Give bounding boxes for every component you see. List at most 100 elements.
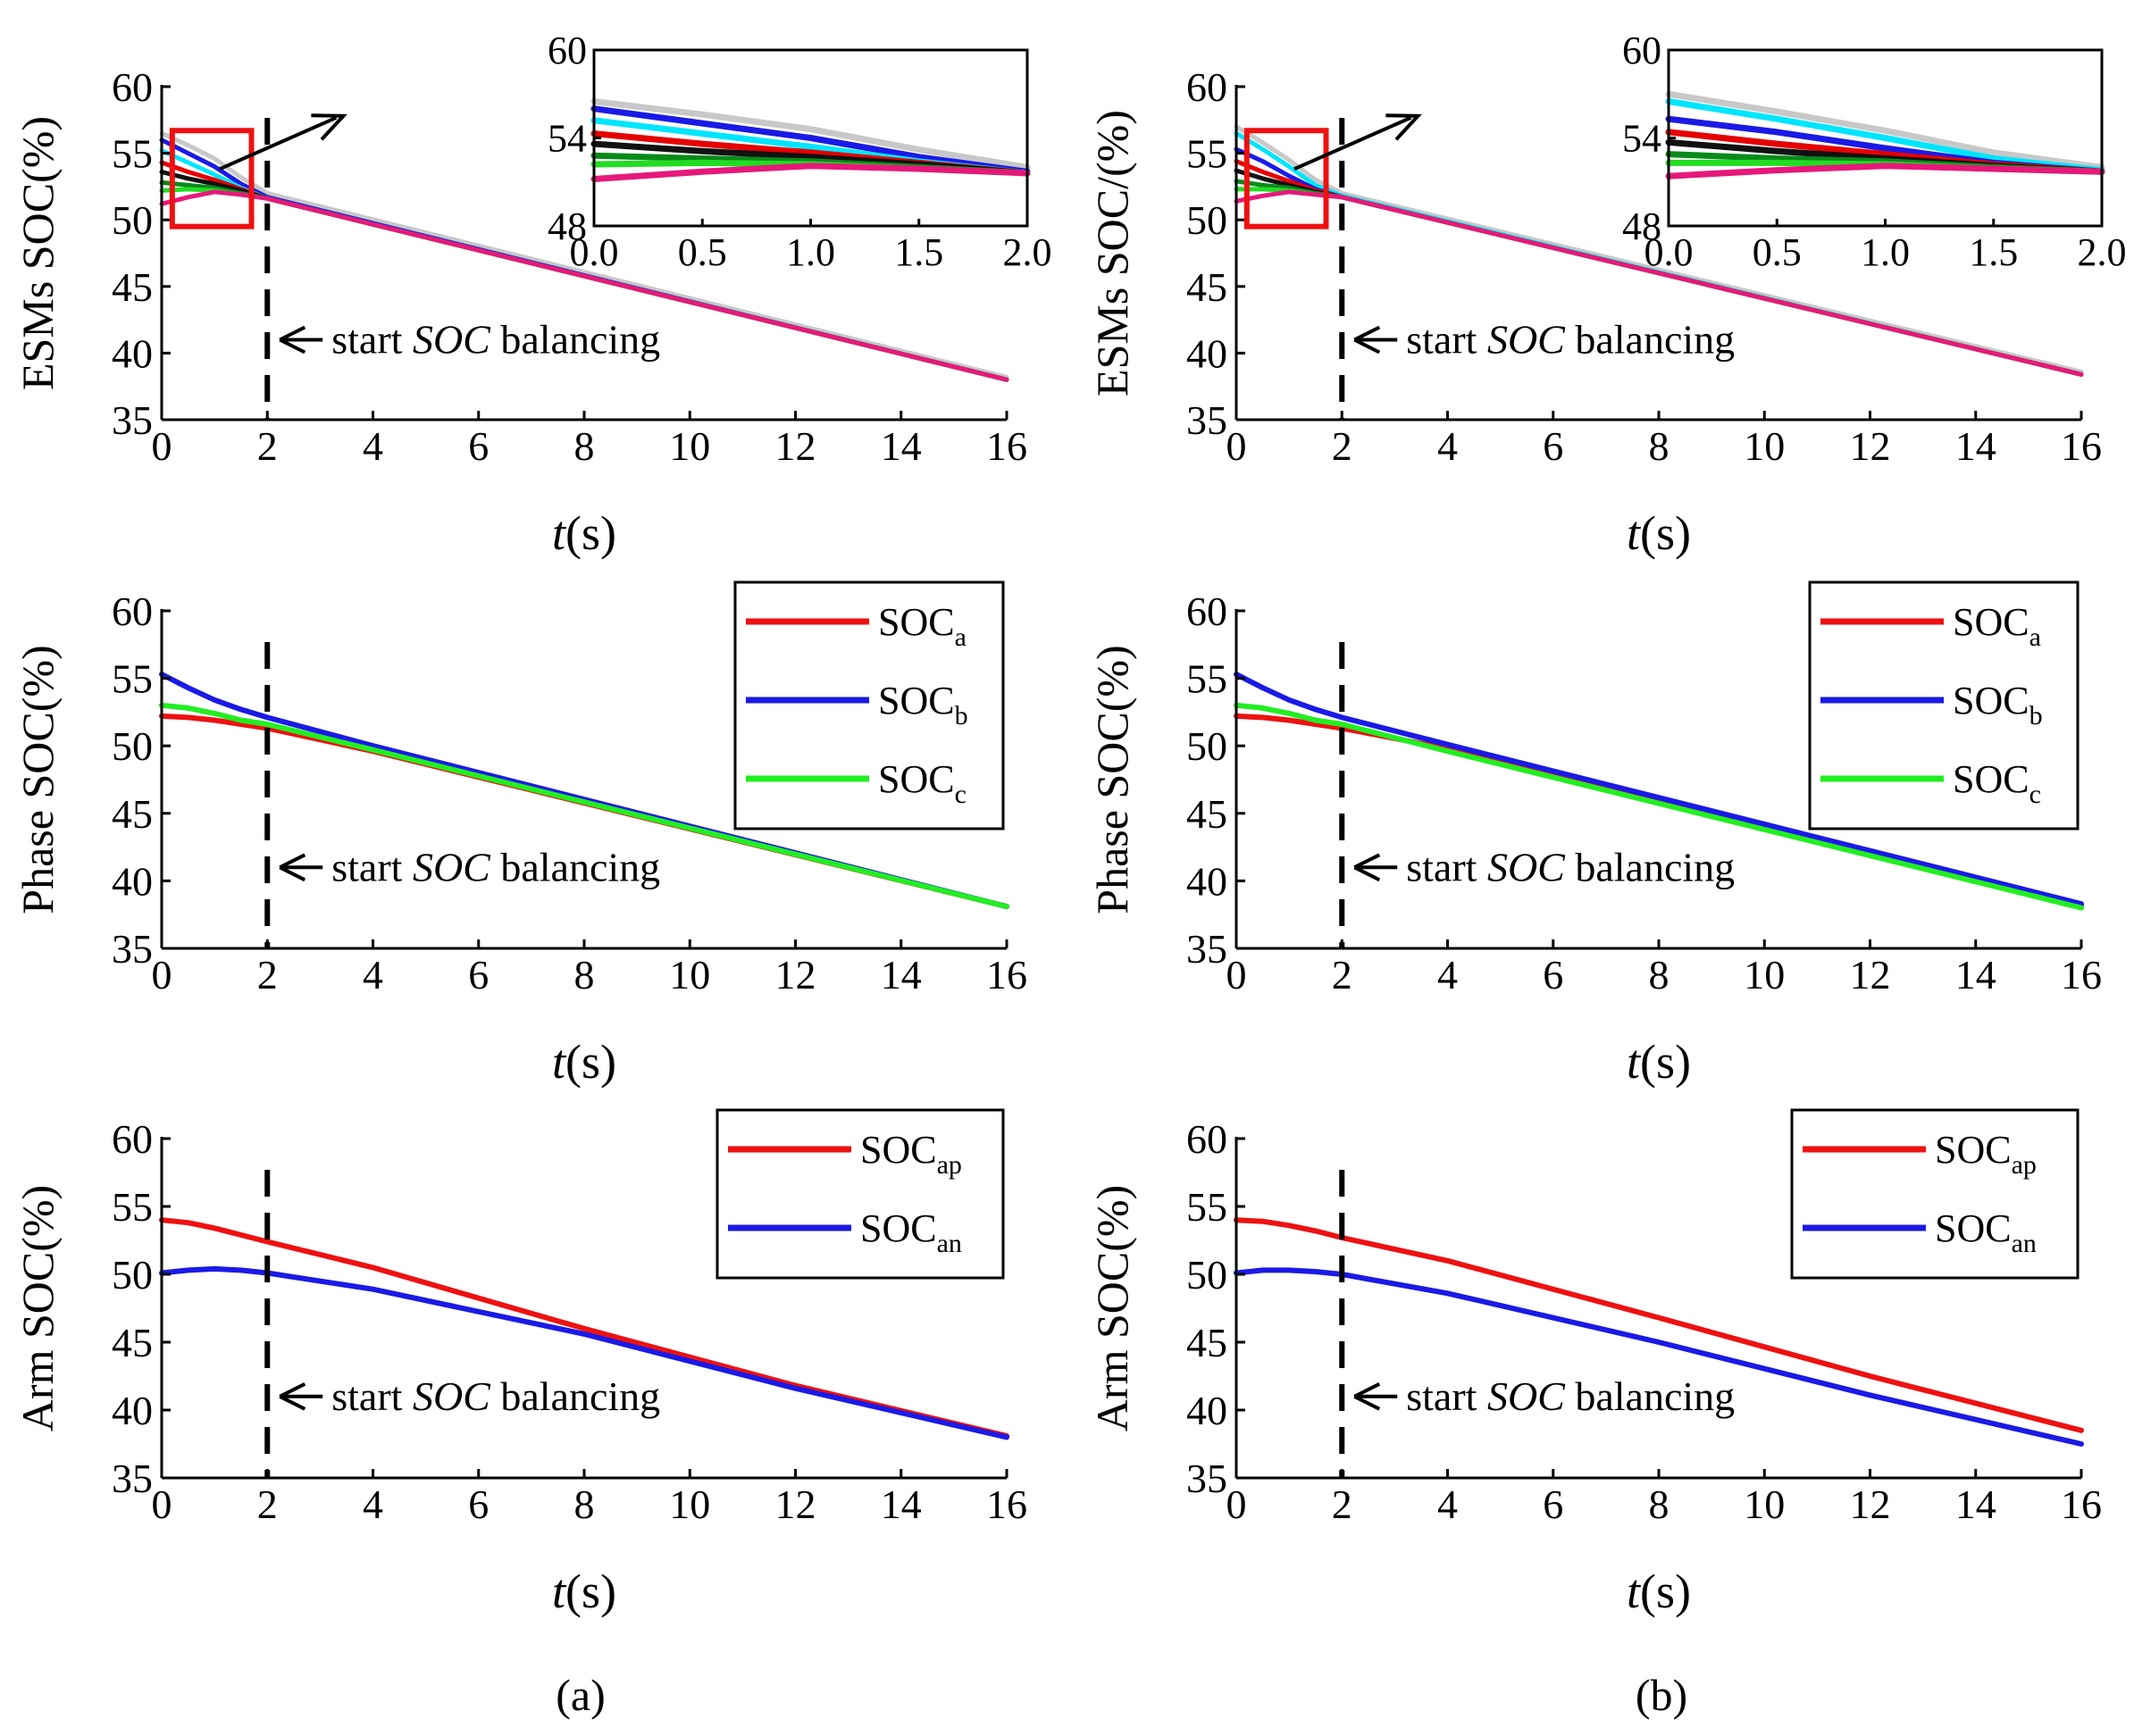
y-tick-label-a1-2: 45 [112, 264, 153, 310]
chart-a1: 0 2 4 6 8 10 12 14 16 35 40 45 50 55 60 ESMs SOC(%) t(s)… [13, 29, 1052, 560]
inset-x-tick-label-b1-2: 1.0 [1861, 230, 1910, 274]
x-tick-label-b3-6: 12 [1850, 1481, 1891, 1527]
x-tick-label-a1-8: 16 [986, 423, 1027, 469]
x-tick-label-b3-2: 4 [1437, 1481, 1458, 1527]
x-tick-label-a3-8: 16 [986, 1481, 1027, 1527]
x-tick-label-a3-2: 4 [363, 1481, 383, 1527]
legend-label-b2-1: SOCb [1953, 679, 2043, 730]
x-tick-label-b2-7: 14 [1955, 952, 1996, 997]
annotation-prefix-b3: start [1406, 1373, 1487, 1419]
chart-b1: 0 2 4 6 8 10 12 14 16 35 40 45 50 55 60 ESMs SOC/(%) t(s… [1087, 29, 2127, 560]
y-tick-label-a2-0: 35 [112, 926, 153, 972]
y-tick-label-a2-4: 55 [112, 656, 153, 702]
x-tick-label-a3-4: 8 [574, 1481, 595, 1527]
chart-b2: 0 2 4 6 8 10 12 14 16 35 40 45 50 55 60 Phase SOC(%) t(s… [1087, 580, 2102, 1089]
y-axis-label-b2: Phase SOC(%) [1087, 645, 1137, 914]
annotation-arrow-head-b2 [1353, 853, 1381, 882]
x-tick-label-b3-4: 8 [1649, 1481, 1670, 1527]
x-axis-label-rest-a3: (s) [565, 1565, 616, 1618]
x-tick-label-a2-7: 14 [881, 952, 922, 997]
series-line-a3-0 [159, 1217, 1009, 1439]
zoom-box-a1 [169, 128, 255, 230]
x-axis-label-rest-b1: (s) [1640, 506, 1691, 560]
annotation-italic-a1: SOC [413, 316, 491, 362]
y-tick-label-b1-0: 35 [1186, 397, 1227, 443]
x-tick-label-b1-6: 12 [1850, 423, 1891, 469]
y-tick-label-b3-0: 35 [1186, 1456, 1227, 1501]
annotation-suffix-b1: balancing [1565, 316, 1735, 362]
annotation-suffix-b2: balancing [1565, 844, 1735, 889]
inset-x-tick-label-b1-4: 2.0 [2078, 230, 2127, 274]
legend-label-a3-0: SOCap [860, 1128, 962, 1180]
legend-label-main-a2-1: SOC [878, 679, 955, 722]
legend-label-main-a2-0: SOC [878, 600, 955, 644]
annotation-suffix-b3: balancing [1565, 1373, 1735, 1419]
annotation-arrow-head-a1 [279, 325, 306, 355]
series-line-a1-7 [159, 189, 1009, 382]
inset-x-tick-label-b1-3: 1.5 [1969, 230, 2018, 274]
inset-x-tick-label-a1-2: 1.0 [786, 230, 835, 274]
y-tick-label-a1-5: 60 [112, 64, 153, 110]
legend-label-sub-a2-1: b [955, 701, 968, 730]
annotation-text-a2: start SOC balancing [331, 844, 660, 889]
legend-label-sub-b2-2: c [2029, 780, 2041, 809]
series-line-b2-1 [1234, 672, 2084, 907]
y-tick-label-a3-2: 45 [112, 1320, 153, 1365]
annotation-arrow-head-b1 [1353, 325, 1381, 355]
x-tick-label-a1-1: 2 [257, 423, 278, 469]
inset-y-tick-label-b1-0: 48 [1622, 204, 1661, 248]
y-tick-label-a2-3: 50 [112, 723, 153, 769]
zoom-arrow-head-b1 [1385, 113, 1422, 141]
x-axis-label-a2: t(s) [552, 1035, 616, 1089]
legend-frame-b3 [1790, 1108, 2080, 1280]
annotation-italic-a2: SOC [413, 844, 491, 889]
legend-label-main-b3-1: SOC [1935, 1206, 2012, 1250]
inset-b1: 0.0 0.5 1.0 1.5 2.0 48 54 60 [1622, 29, 2127, 274]
x-tick-label-b1-4: 8 [1649, 423, 1670, 469]
legend-label-sub-b2-1: b [2029, 701, 2043, 730]
y-tick-label-b3-3: 50 [1186, 1252, 1227, 1298]
x-axis-label-rest-a2: (s) [565, 1035, 616, 1089]
inset-x-tick-label-a1-0: 0.0 [570, 230, 619, 274]
x-tick-label-b2-0: 0 [1226, 952, 1247, 997]
y-tick-label-a1-4: 55 [112, 131, 153, 177]
annotation-prefix-a1: start [331, 316, 413, 362]
x-axis-label-rest-b2: (s) [1640, 1035, 1691, 1089]
x-tick-label-b3-7: 14 [1955, 1481, 1996, 1527]
y-tick-label-a3-5: 60 [112, 1116, 153, 1162]
x-axis-label-a1: t(s) [552, 506, 616, 560]
annotation-prefix-b1: start [1406, 316, 1487, 362]
x-tick-label-a1-2: 4 [363, 423, 383, 469]
y-axis-label-a1: ESMs SOC(%) [13, 116, 63, 390]
x-tick-label-a3-6: 12 [775, 1481, 816, 1527]
inset-x-tick-label-b1-1: 0.5 [1753, 230, 1802, 274]
y-axis-label-b1: ESMs SOC/(%) [1087, 110, 1137, 396]
annotation-text-b1: start SOC balancing [1406, 316, 1735, 362]
legend-label-main-b2-2: SOC [1953, 757, 2029, 801]
inset-series-line-b1-0 [1665, 90, 2105, 171]
x-tick-label-b2-8: 16 [2061, 952, 2102, 997]
annotation-suffix-a1: balancing [490, 316, 660, 362]
x-tick-label-a1-3: 6 [468, 423, 489, 469]
inset-y-tick-label-a1-0: 48 [548, 204, 587, 248]
inset-series-line-a1-1 [590, 105, 1031, 175]
y-tick-label-b2-1: 40 [1186, 858, 1227, 904]
x-tick-label-a2-1: 2 [257, 952, 278, 997]
y-tick-label-a3-0: 35 [112, 1456, 153, 1501]
inset-series-line-a1-7 [590, 163, 1031, 182]
y-axis-label-b3: Arm SOC(%) [1087, 1185, 1137, 1431]
x-tick-label-b2-3: 6 [1543, 952, 1563, 997]
inset-a1: 0.0 0.5 1.0 1.5 2.0 48 54 60 [548, 29, 1052, 274]
zoom-arrow-head-a1 [311, 113, 347, 141]
y-tick-label-a3-3: 50 [112, 1252, 153, 1298]
chart-a2: 0 2 4 6 8 10 12 14 16 35 40 45 50 55 60 Phase SOC(%) t(s… [13, 580, 1027, 1089]
x-tick-label-a2-0: 0 [152, 952, 172, 997]
legend-label-main-b3-0: SOC [1935, 1128, 2012, 1172]
legend-label-sub-b3-0: ap [2012, 1150, 2037, 1180]
inset-x-tick-label-b1-0: 0.0 [1644, 230, 1694, 274]
x-tick-label-a3-5: 10 [669, 1481, 710, 1527]
inset-series-line-b1-1 [1665, 98, 2105, 174]
